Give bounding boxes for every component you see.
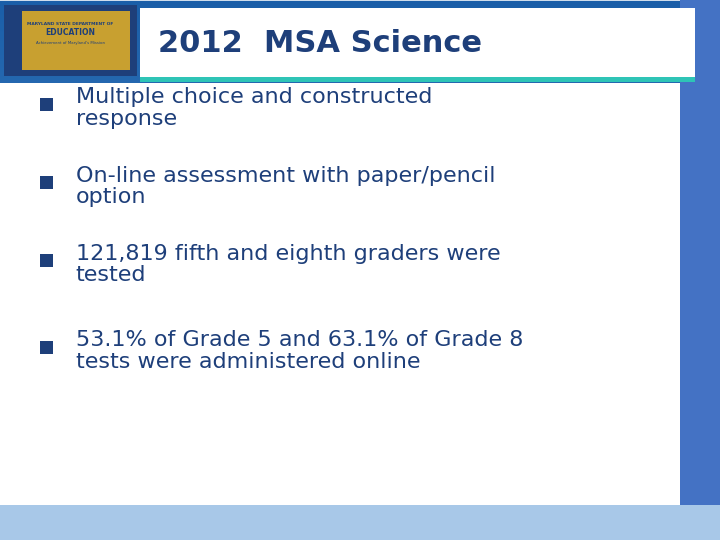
FancyBboxPatch shape	[140, 77, 695, 82]
Text: tests were administered online: tests were administered online	[76, 352, 420, 372]
FancyBboxPatch shape	[40, 254, 53, 267]
Text: 121,819 fifth and eighth graders were: 121,819 fifth and eighth graders were	[76, 244, 500, 264]
Text: response: response	[76, 109, 176, 129]
FancyBboxPatch shape	[40, 176, 53, 189]
Text: option: option	[76, 187, 146, 207]
FancyBboxPatch shape	[22, 11, 130, 70]
FancyBboxPatch shape	[140, 8, 695, 78]
Text: 2012  MSA Science: 2012 MSA Science	[158, 29, 482, 58]
FancyBboxPatch shape	[680, 0, 720, 505]
Text: Achievement of Maryland's Mission: Achievement of Maryland's Mission	[36, 41, 104, 45]
FancyBboxPatch shape	[0, 83, 680, 505]
Text: tested: tested	[76, 265, 146, 286]
Text: MARYLAND STATE DEPARTMENT OF: MARYLAND STATE DEPARTMENT OF	[27, 22, 113, 26]
Text: 53.1% of Grade 5 and 63.1% of Grade 8: 53.1% of Grade 5 and 63.1% of Grade 8	[76, 330, 523, 350]
FancyBboxPatch shape	[40, 98, 53, 111]
FancyBboxPatch shape	[40, 341, 53, 354]
FancyBboxPatch shape	[4, 5, 137, 76]
Text: On-line assessment with paper/pencil: On-line assessment with paper/pencil	[76, 165, 495, 186]
FancyBboxPatch shape	[0, 505, 720, 540]
Text: EDUCATION: EDUCATION	[45, 29, 95, 37]
Text: Multiple choice and constructed: Multiple choice and constructed	[76, 87, 432, 107]
